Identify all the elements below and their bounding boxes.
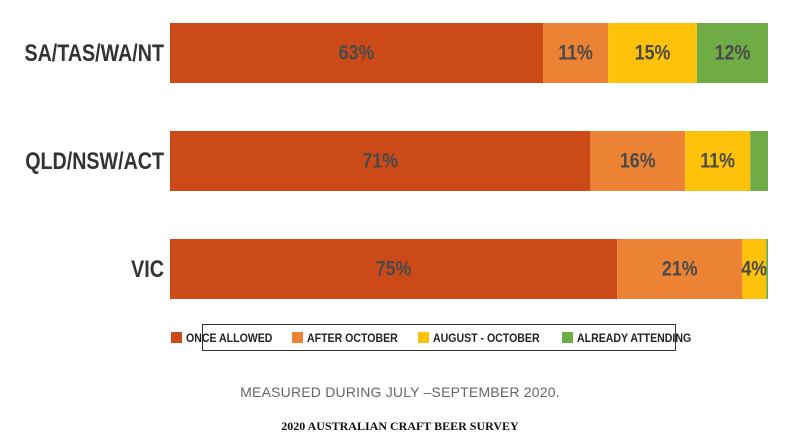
legend-label-once-allowed: ONCE ALLOWED <box>185 330 273 345</box>
survey-title: 2020 AUSTRALIAN CRAFT BEER SURVEY <box>281 419 519 433</box>
bar-segment-qld-nsw-act-after-october <box>590 131 686 191</box>
data-label-sa-tas-wa-nt-already-attending: 12% <box>715 41 751 65</box>
bar-segment-sa-tas-wa-nt-after-october <box>543 23 609 83</box>
legend-item-already-attending: ALREADY ATTENDING <box>562 331 707 345</box>
legend-swatch-august-october <box>418 332 430 343</box>
data-label-sa-tas-wa-nt-after-october: 11% <box>558 41 593 65</box>
legend-item-once-allowed: ONCE ALLOWED <box>170 330 284 345</box>
data-label-sa-tas-wa-nt-august-october: 15% <box>635 41 671 65</box>
legend-swatch-already-attending <box>562 332 574 343</box>
bar-segment-vic-already-attending <box>766 239 768 299</box>
legend-item-after-october: AFTER OCTOBER <box>292 331 410 345</box>
data-label-qld-nsw-act-once-allowed: 71% <box>362 149 398 173</box>
data-label-vic-once-allowed: 75% <box>376 257 412 281</box>
measurement-note: MEASURED DURING JULY –SEPTEMBER 2020. <box>240 384 560 400</box>
data-label-qld-nsw-act-after-october: 16% <box>620 149 656 173</box>
category-label-qld-nsw-act: QLD/NSW/ACT <box>25 147 164 174</box>
bar-segment-vic-once-allowed <box>170 239 618 299</box>
bar-segment-vic-after-october <box>617 239 743 299</box>
data-label-vic-after-october: 21% <box>662 257 698 281</box>
bar-segment-sa-tas-wa-nt-once-allowed <box>170 23 544 83</box>
legend-label-august-october: AUGUST - OCTOBER <box>433 330 540 345</box>
legend-item-august-october: AUGUST - OCTOBER <box>418 331 554 345</box>
legend-label-after-october: AFTER OCTOBER <box>307 330 398 345</box>
legend-label-already-attending: ALREADY ATTENDING <box>577 330 692 345</box>
bar-segment-qld-nsw-act-already-attending <box>750 131 768 191</box>
data-label-vic-august-october: 4% <box>741 257 767 281</box>
category-label-vic: VIC <box>131 255 164 282</box>
data-label-sa-tas-wa-nt-once-allowed: 63% <box>339 41 375 65</box>
data-label-qld-nsw-act-august-october: 11% <box>700 149 735 173</box>
bar-segment-sa-tas-wa-nt-august-october <box>608 23 697 83</box>
legend-swatch-once-allowed <box>170 332 182 343</box>
legend-swatch-after-october <box>292 332 304 343</box>
bar-segment-qld-nsw-act-august-october <box>685 131 751 191</box>
bar-segment-sa-tas-wa-nt-already-attending <box>696 23 768 83</box>
category-label-sa-tas-wa-nt: SA/TAS/WA/NT <box>24 39 164 66</box>
chart-legend: ONCE ALLOWED AFTER OCTOBER AUGUST - OCTO… <box>170 324 692 351</box>
bar-segment-qld-nsw-act-once-allowed <box>170 131 591 191</box>
bar-segment-vic-august-october <box>742 239 767 299</box>
